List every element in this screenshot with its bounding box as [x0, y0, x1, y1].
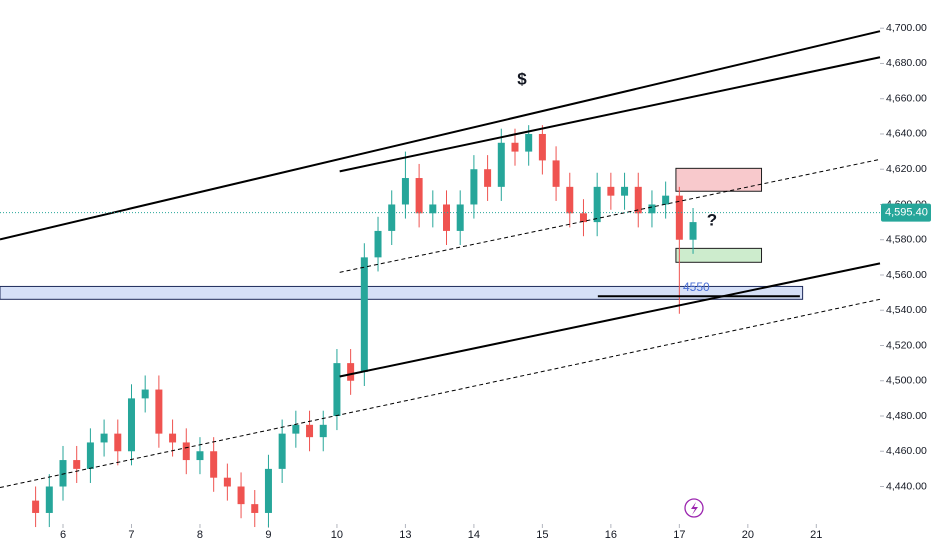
x-tick-label: 14: [468, 529, 480, 541]
x-tick-label: 9: [265, 529, 271, 541]
annotation: ?: [707, 210, 717, 229]
last-price-label: 4,595.40: [885, 206, 928, 218]
trendline: [339, 262, 881, 378]
annotation: 4550: [683, 280, 710, 294]
candle-body: [607, 186, 615, 196]
candle-body: [86, 442, 94, 469]
candle-body: [689, 222, 697, 240]
candle-body: [497, 142, 505, 187]
candle-body: [429, 204, 437, 214]
candle-body: [443, 204, 451, 231]
candle-body: [648, 204, 656, 214]
y-tick-label: 4,540.00: [886, 304, 927, 316]
candle-body: [127, 398, 135, 452]
zone: [675, 167, 763, 192]
y-tick-label: 4,640.00: [886, 128, 927, 140]
candle-body: [470, 169, 478, 205]
candle-body: [621, 186, 629, 196]
candle-body: [278, 433, 286, 469]
candle-body: [634, 186, 642, 214]
candle-body: [210, 451, 218, 478]
y-tick-label: 4,580.00: [886, 234, 927, 246]
trendline: [339, 56, 881, 173]
x-tick-label: 15: [536, 529, 548, 541]
candle-body: [511, 142, 519, 152]
trendline: [339, 158, 881, 273]
candle-body: [319, 424, 327, 438]
y-tick-label: 4,500.00: [886, 375, 927, 387]
candle-body: [484, 169, 492, 187]
candle-body: [32, 500, 40, 513]
y-tick-label: 4,620.00: [886, 163, 927, 175]
candle-body: [73, 460, 81, 469]
candle-body: [155, 389, 163, 434]
candle-body: [347, 363, 355, 381]
candle-body: [59, 460, 67, 487]
candle-body: [552, 160, 560, 187]
candle-body: [264, 468, 272, 513]
y-tick-label: 4,560.00: [886, 269, 927, 281]
candle-body: [566, 186, 574, 214]
annotation: $: [517, 69, 527, 88]
zone: [675, 247, 763, 263]
candle-body: [182, 442, 190, 461]
candle-body: [196, 451, 204, 461]
x-tick-label: 17: [673, 529, 685, 541]
candle-body: [388, 204, 396, 231]
y-tick-label: 4,440.00: [886, 480, 927, 492]
y-tick-label: 4,460.00: [886, 445, 927, 457]
candle-body: [579, 213, 587, 223]
y-tick-label: 4,680.00: [886, 57, 927, 69]
y-tick-label: 4,660.00: [886, 92, 927, 104]
candle-body: [675, 195, 683, 240]
candle-body: [45, 486, 53, 513]
candle-body: [538, 133, 546, 161]
x-tick-label: 13: [399, 529, 411, 541]
x-tick-label: 20: [742, 529, 754, 541]
candle-body: [415, 178, 423, 214]
x-tick-label: 10: [331, 529, 343, 541]
x-tick-label: 21: [810, 529, 822, 541]
candle-body: [251, 504, 259, 513]
candle-body: [593, 186, 601, 223]
candle-body: [456, 204, 464, 231]
candle-body: [141, 389, 149, 399]
candle-body: [525, 133, 533, 152]
candle-body: [223, 477, 231, 487]
candle-body: [169, 433, 177, 443]
y-tick-label: 4,520.00: [886, 339, 927, 351]
candle-body: [114, 433, 122, 452]
candle-body: [401, 178, 409, 205]
candle-body: [662, 195, 670, 205]
plot: 4,440.00 4,460.00 4,480.00 4,500.00 4,520.00…: [0, 22, 931, 541]
candle-body: [333, 363, 341, 416]
x-tick-label: 7: [128, 529, 134, 541]
x-tick-label: 16: [605, 529, 617, 541]
candle-body: [100, 433, 108, 443]
last-price-tag: [881, 203, 931, 222]
candle-body: [374, 230, 382, 258]
x-tick-label: 8: [197, 529, 203, 541]
event-icon-bolt: [691, 502, 698, 515]
y-tick-label: 4,700.00: [886, 22, 927, 34]
x-tick-label: 6: [60, 529, 66, 541]
candle-body: [292, 424, 300, 434]
candle-body: [360, 257, 368, 372]
trendline: [0, 298, 881, 489]
candle-body: [237, 486, 245, 505]
trendline: [0, 30, 881, 241]
y-tick-label: 4,480.00: [886, 410, 927, 422]
candle-body: [306, 424, 314, 438]
